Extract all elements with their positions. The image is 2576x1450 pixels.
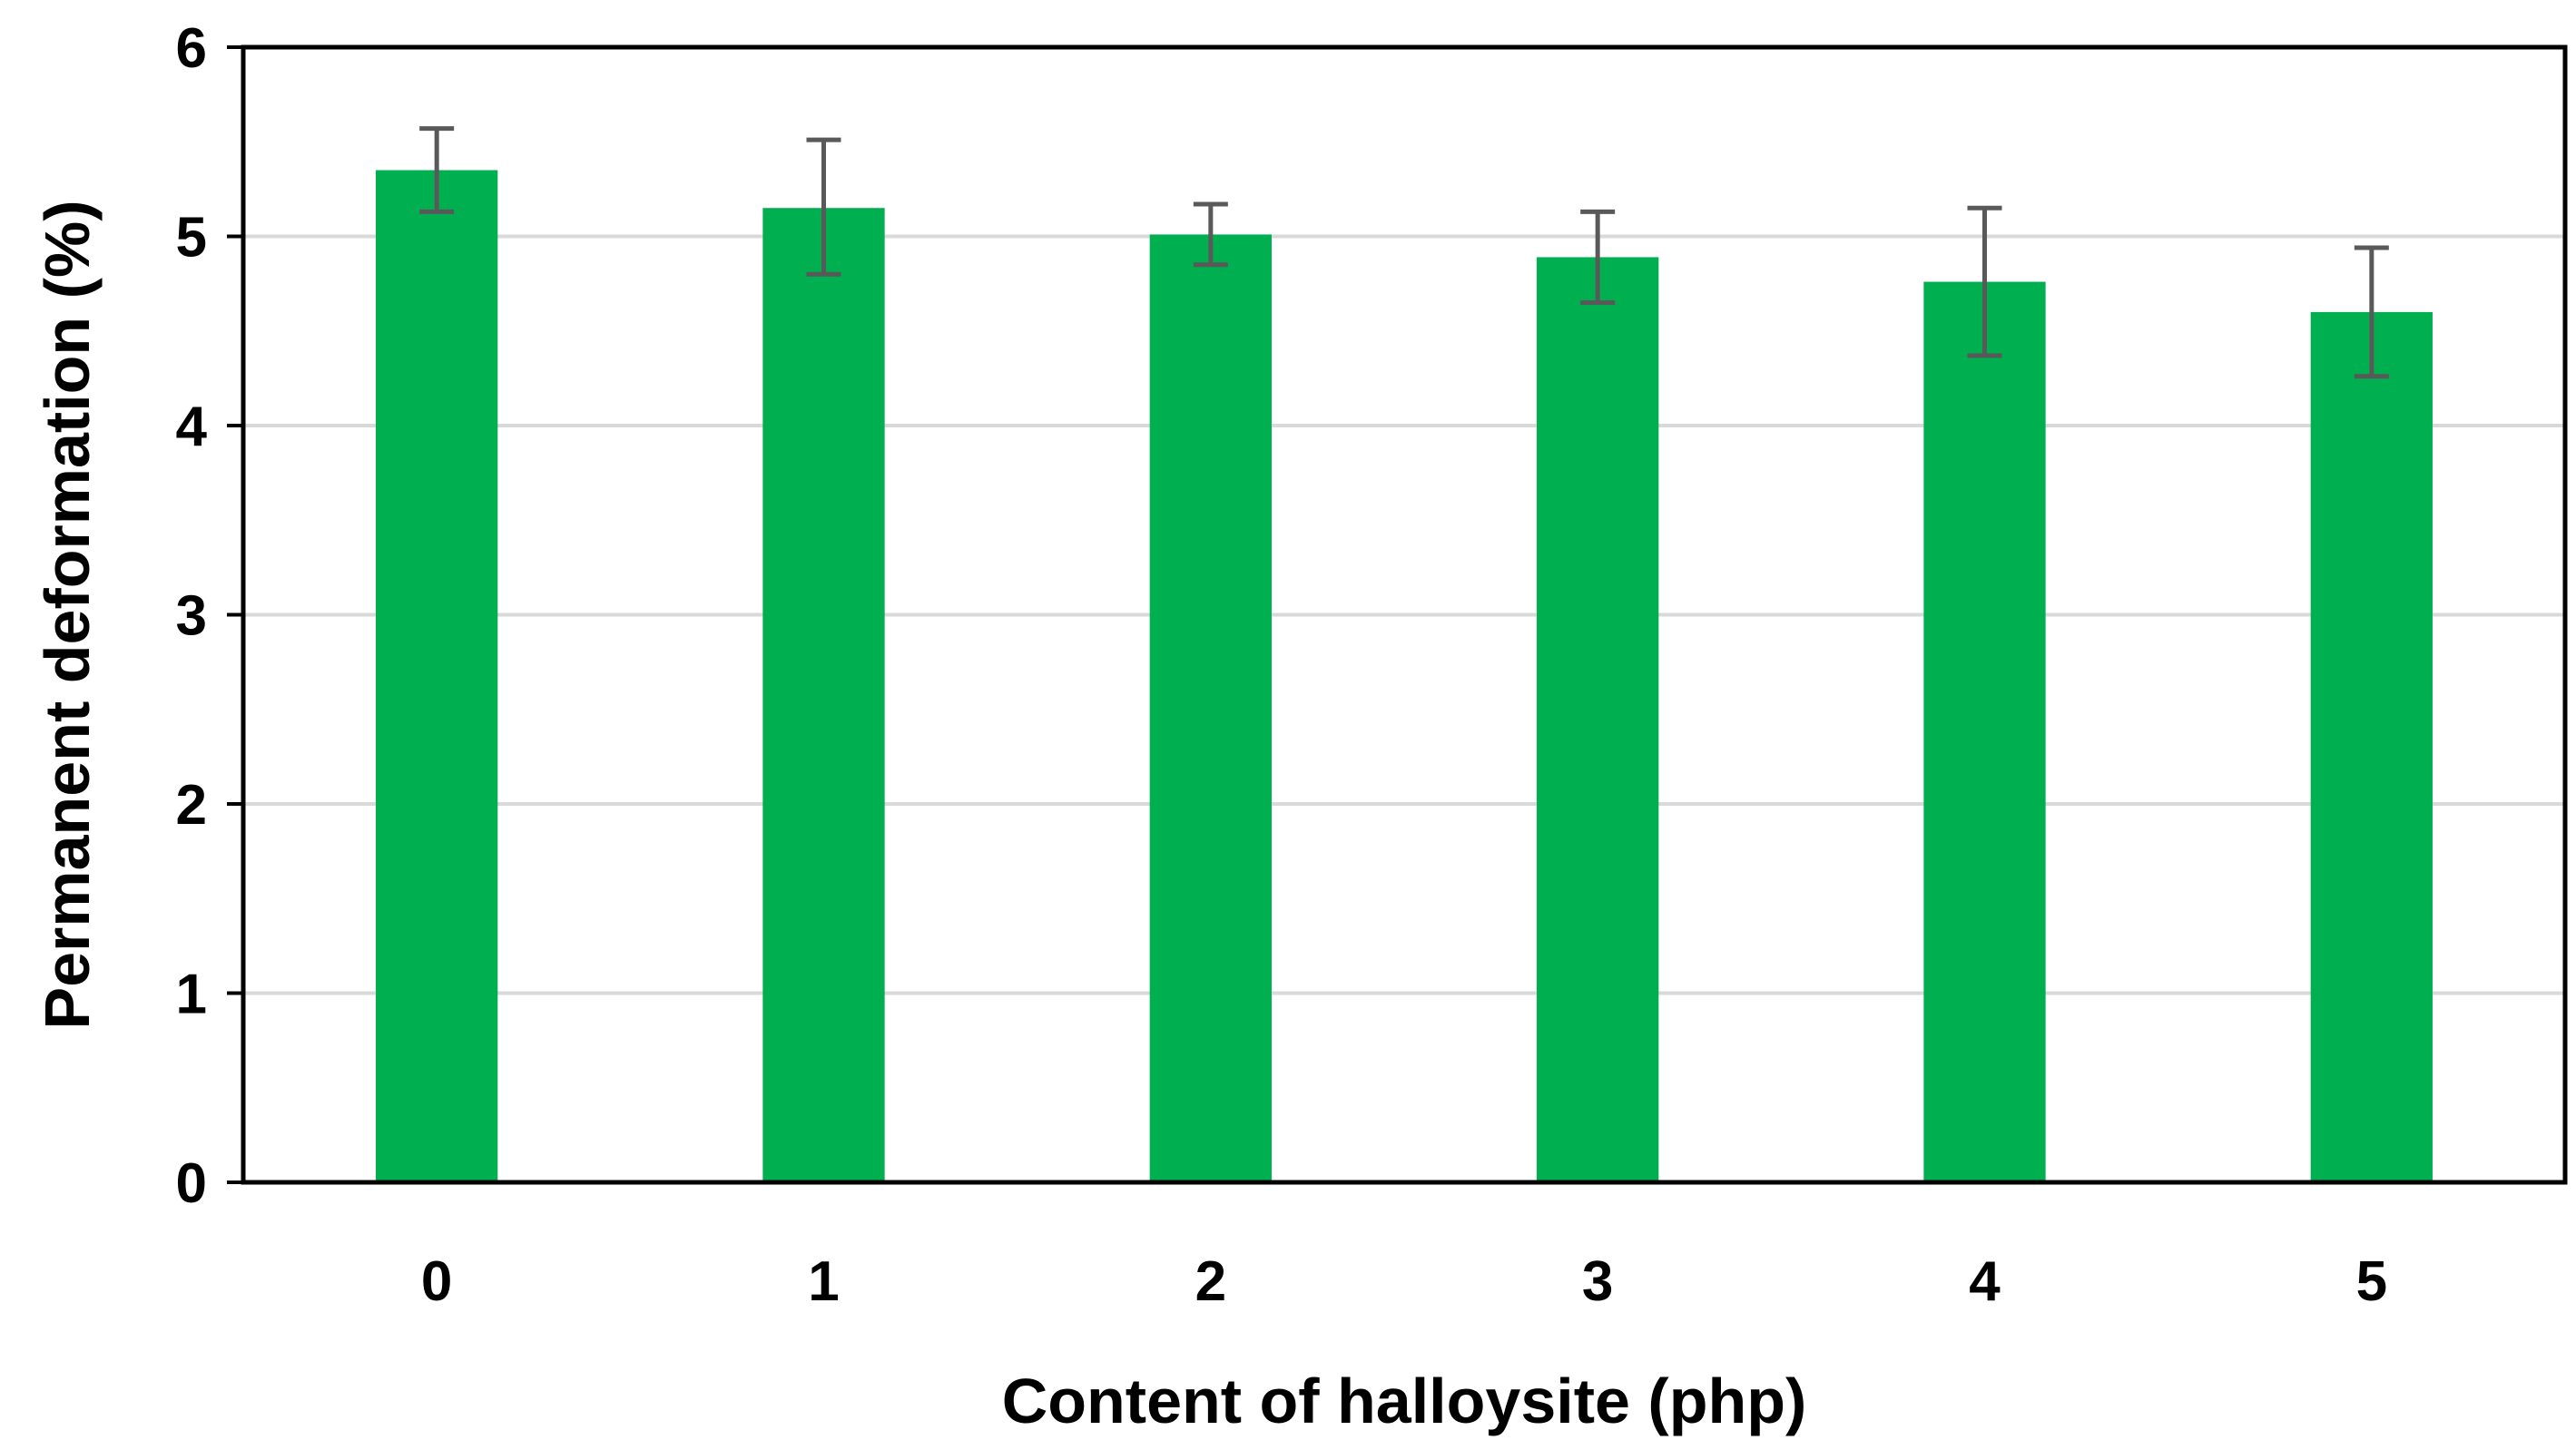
y-tick-label: 1 <box>176 964 207 1026</box>
x-tick-label: 0 <box>421 1250 452 1313</box>
y-tick-label: 4 <box>176 396 208 458</box>
y-tick-label: 6 <box>176 17 207 80</box>
y-tick-label: 3 <box>176 585 207 648</box>
bar-4 <box>1923 281 2046 1182</box>
error-bar-1 <box>806 137 841 277</box>
bar-0 <box>376 170 498 1182</box>
y-axis-title: Permanent deformation (%) <box>32 201 103 1030</box>
bar-2 <box>1149 234 1272 1182</box>
error-bar-5 <box>2354 245 2389 379</box>
y-tick-label: 0 <box>176 1152 207 1215</box>
x-tick-label: 3 <box>1582 1250 1613 1313</box>
bar-3 <box>1537 257 1659 1182</box>
error-bar-2 <box>1193 201 1228 268</box>
x-tick-label: 4 <box>1969 1250 2001 1313</box>
error-bar-0 <box>419 126 455 214</box>
gridlines <box>243 234 2565 995</box>
error-bar-4 <box>1967 205 2002 358</box>
x-tick-label: 1 <box>808 1250 839 1313</box>
y-axis-ticks: 0 1 2 3 4 5 6 <box>176 17 243 1215</box>
error-bar-3 <box>1580 209 1616 305</box>
x-tick-label: 2 <box>1195 1250 1226 1313</box>
y-tick-label: 2 <box>176 774 207 837</box>
x-tick-label: 5 <box>2356 1250 2387 1313</box>
error-bars <box>419 126 2389 379</box>
y-tick-label: 5 <box>176 207 207 269</box>
bar-5 <box>2310 311 2433 1182</box>
bar-1 <box>762 208 885 1183</box>
bars <box>376 170 2433 1183</box>
x-axis-ticks: 0 1 2 3 4 5 <box>421 1250 2387 1313</box>
x-axis-title: Content of halloysite (php) <box>1002 1366 1807 1436</box>
